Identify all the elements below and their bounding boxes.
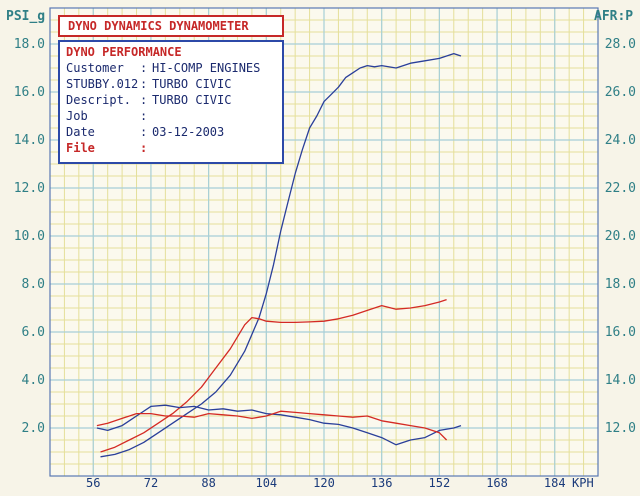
info-key: Job — [66, 109, 88, 123]
info-row-date: Date:03-12-2003 — [66, 125, 225, 139]
y-right-tick-label: 28.0 — [605, 37, 636, 52]
y-left-tick-label: 8.0 — [22, 277, 45, 292]
info-key: Descript. — [66, 93, 132, 107]
y-right-tick-label: 22.0 — [605, 181, 636, 196]
chart-title-box: DYNO DYNAMICS DYNAMOMETER — [58, 15, 284, 37]
x-tick-label: 136 — [371, 476, 393, 490]
y-left-tick-label: 6.0 — [22, 325, 45, 340]
info-value: TURBO CIVIC — [152, 93, 232, 107]
info-key: File — [66, 141, 95, 155]
info-panel: DYNO PERFORMANCE Customer: HI-COMP ENGINE… — [58, 40, 284, 164]
info-row-run: STUBBY.012: TURBO CIVIC — [66, 77, 232, 91]
x-tick-label: 104 — [255, 476, 277, 490]
series-line-1 — [100, 298, 447, 453]
info-row-description: Descript.: TURBO CIVIC — [66, 93, 232, 107]
info-key: Customer — [66, 61, 124, 75]
x-tick-label: 56 — [86, 476, 100, 490]
info-key: Date — [66, 125, 95, 139]
y-left-tick-label: 10.0 — [14, 229, 45, 244]
y-right-tick-label: 14.0 — [605, 373, 636, 388]
y-left-tick-label: 12.0 — [14, 181, 45, 196]
chart-grid — [49, 7, 599, 477]
y-left-tick-label: 2.0 — [22, 421, 45, 436]
y-left-tick-label: 18.0 — [14, 37, 45, 52]
plot-frame — [49, 7, 599, 477]
y-left-tick-label: 16.0 — [14, 85, 45, 100]
x-tick-label: 88 — [201, 476, 215, 490]
chart-title: DYNO DYNAMICS DYNAMOMETER — [68, 19, 249, 33]
info-value: HI-COMP ENGINES — [152, 61, 261, 75]
x-tick-label: 120 — [313, 476, 335, 490]
series-line-2 — [96, 404, 462, 446]
info-row-file: File: — [66, 141, 148, 155]
x-tick-label: 184 — [544, 476, 566, 490]
y-left-tick-label: 14.0 — [14, 133, 45, 148]
x-tick-label: 168 — [486, 476, 508, 490]
info-value: 03-12-2003 — [152, 125, 225, 139]
chart-ticks: 2.0 4.0 6.0 8.0 10.0 12.0 14.0 16.0 18.0 12.0 14.0… — [14, 37, 636, 490]
y-left-tick-label: 4.0 — [22, 373, 45, 388]
y-right-tick-label: 16.0 — [605, 325, 636, 340]
y-right-tick-label: 24.0 — [605, 133, 636, 148]
info-value: TURBO CIVIC — [152, 77, 232, 91]
x-axis-label: KPH — [572, 476, 594, 490]
chart-series — [96, 52, 462, 458]
info-row-job: Job: — [66, 109, 148, 123]
y-axis-left-label: PSI_g — [6, 9, 45, 24]
y-axis-right-label: AFR:P — [594, 9, 633, 24]
y-right-tick-label: 20.0 — [605, 229, 636, 244]
info-heading: DYNO PERFORMANCE — [66, 45, 182, 59]
y-right-tick-label: 12.0 — [605, 421, 636, 436]
info-row-customer: Customer: HI-COMP ENGINES — [66, 61, 261, 75]
y-right-tick-label: 26.0 — [605, 85, 636, 100]
x-tick-label: 72 — [144, 476, 158, 490]
series-line-3 — [96, 410, 448, 441]
x-tick-label: 152 — [429, 476, 451, 490]
info-key: STUBBY.012 — [66, 77, 139, 91]
y-right-tick-label: 18.0 — [605, 277, 636, 292]
